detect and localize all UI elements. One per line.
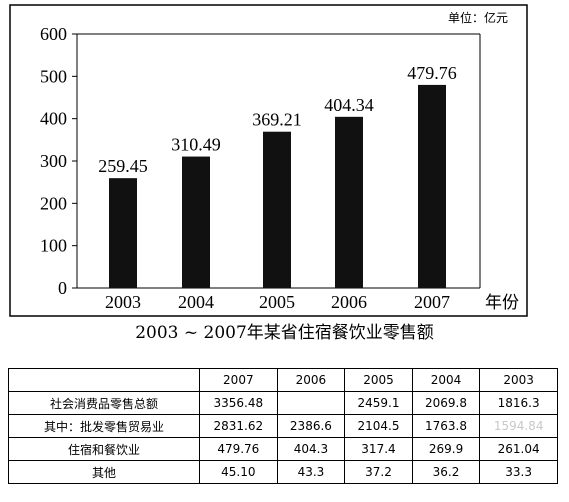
- x-tick-label-2005: 2005: [259, 292, 295, 312]
- chart-title: 2003 ~ 2007年某省住宿餐饮业零售额: [135, 323, 434, 343]
- table-header-cell: [8, 368, 200, 392]
- table-cell: 2069.8: [411, 391, 481, 415]
- table-row: 其中：批发零售贸易业 2831.62 2386.6 2104.5 1763.8 …: [8, 414, 558, 438]
- table-cell: 1594.84: [479, 414, 558, 438]
- table-cell: [276, 391, 346, 415]
- y-tick-label: 500: [40, 66, 67, 86]
- table-header-cell: 2004: [411, 368, 481, 392]
- table-cell: 33.3: [479, 460, 558, 484]
- table-cell: 317.4: [344, 437, 413, 461]
- table-cell: 269.9: [411, 437, 481, 461]
- table-cell: 37.2: [344, 460, 413, 484]
- data-label-2006: 404.34: [324, 95, 374, 115]
- table-cell: 479.76: [199, 437, 278, 461]
- table-cell: 404.3: [276, 437, 346, 461]
- y-tick-label: 600: [40, 24, 67, 44]
- y-tick-label: 0: [58, 278, 67, 298]
- table-cell: 1816.3: [479, 391, 558, 415]
- unit-label: 单位：亿元: [448, 10, 508, 25]
- data-label-2004: 310.49: [171, 135, 221, 155]
- row-label: 其他: [8, 460, 200, 484]
- y-tick-label: 100: [40, 236, 67, 256]
- chart-frame: [9, 4, 528, 317]
- x-tick-label-2003: 2003: [105, 292, 141, 312]
- table-cell: 36.2: [411, 460, 481, 484]
- y-tick-label: 200: [40, 193, 67, 213]
- table-header-row: 2007 2006 2005 2004 2003: [8, 368, 558, 392]
- table-header-cell: 2005: [344, 368, 413, 392]
- table-cell: 3356.48: [199, 391, 278, 415]
- x-tick-label-2006: 2006: [331, 292, 367, 312]
- table-cell: 45.10: [199, 460, 278, 484]
- data-label-2007: 479.76: [407, 63, 457, 83]
- retail-data-table: 2007 2006 2005 2004 2003 社会消费品零售总额 3356.…: [8, 368, 558, 484]
- bar-2007: [418, 84, 446, 288]
- data-label-2005: 369.21: [252, 110, 302, 130]
- table-cell: 261.04: [479, 437, 558, 461]
- bar-2005: [263, 131, 291, 288]
- bar-2006: [335, 116, 363, 288]
- row-label: 社会消费品零售总额: [8, 391, 200, 415]
- x-axis-title: 年份: [485, 293, 519, 313]
- table-cell: 2104.5: [344, 414, 413, 438]
- bar-chart: 单位：亿元 0 100 200 300 400 500 600 259.45 310.49 36…: [9, 4, 528, 317]
- x-tick-label-2007: 2007: [414, 292, 450, 312]
- table-cell: 2459.1: [344, 391, 413, 415]
- table-header-cell: 2003: [479, 368, 558, 392]
- table-cell: 2831.62: [199, 414, 278, 438]
- bar-2003: [109, 178, 137, 288]
- x-tick-label-2004: 2004: [178, 292, 214, 312]
- table-cell: 2386.6: [276, 414, 346, 438]
- table-row: 住宿和餐饮业 479.76 404.3 317.4 269.9 261.04: [8, 437, 558, 461]
- row-label: 其中：批发零售贸易业: [8, 414, 200, 438]
- table-header-cell: 2007: [199, 368, 278, 392]
- data-label-2003: 259.45: [98, 156, 148, 176]
- bar-2004: [182, 156, 210, 288]
- y-tick-label: 300: [40, 151, 67, 171]
- row-label: 住宿和餐饮业: [8, 437, 200, 461]
- table-header-cell: 2006: [276, 368, 346, 392]
- y-tick-label: 400: [40, 109, 67, 129]
- table-row: 其他 45.10 43.3 37.2 36.2 33.3: [8, 460, 558, 484]
- table-cell: 1763.8: [411, 414, 481, 438]
- table-cell: 43.3: [276, 460, 346, 484]
- table-row: 社会消费品零售总额 3356.48 2459.1 2069.8 1816.3: [8, 391, 558, 415]
